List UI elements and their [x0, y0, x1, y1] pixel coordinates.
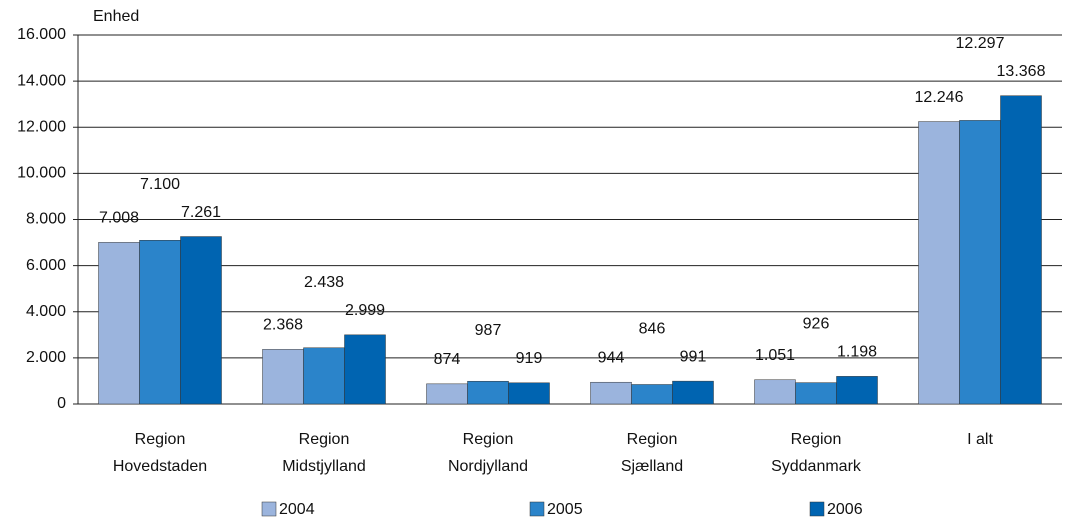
bar — [98, 242, 140, 405]
bar — [795, 382, 837, 405]
legend-swatch — [261, 501, 277, 517]
x-tick-label: Sjælland — [621, 458, 683, 475]
x-tick-label: Hovedstaden — [113, 458, 207, 475]
y-tick-label: 12.000 — [17, 118, 66, 135]
y-tick-label: 16.000 — [17, 26, 66, 43]
y-tick-label: 0 — [57, 395, 66, 412]
bar — [590, 381, 632, 405]
bar — [426, 383, 468, 405]
data-label: 7.008 — [99, 210, 139, 227]
x-tick-label: I alt — [967, 431, 993, 448]
x-tick-label: Syddanmark — [771, 458, 862, 475]
data-label: 944 — [598, 349, 625, 366]
legend-label: 2004 — [279, 501, 315, 518]
data-label: 12.297 — [956, 35, 1005, 52]
data-label: 2.368 — [263, 317, 303, 334]
legend-swatch — [529, 501, 545, 517]
x-tick-label: Region — [135, 431, 186, 448]
y-tick-label: 14.000 — [17, 72, 66, 89]
y-tick-label: 4.000 — [26, 303, 66, 320]
x-tick-label: Region — [627, 431, 678, 448]
bar — [631, 384, 673, 405]
bar — [303, 347, 345, 405]
data-label: 1.198 — [837, 344, 877, 361]
data-label: 874 — [434, 351, 461, 368]
x-tick-label: Region — [299, 431, 350, 448]
bar — [344, 334, 386, 405]
data-label: 7.100 — [140, 176, 180, 193]
data-label: 2.999 — [345, 302, 385, 319]
y-axis-label: Enhed — [93, 8, 139, 25]
legend-swatch — [809, 501, 825, 517]
y-tick-label: 10.000 — [17, 165, 66, 182]
bar — [672, 380, 714, 405]
bar — [1000, 95, 1042, 405]
y-tick-label: 2.000 — [26, 349, 66, 366]
data-label: 2.438 — [304, 274, 344, 291]
data-label: 987 — [475, 322, 502, 339]
bar — [508, 382, 550, 405]
x-tick-label: Midstjylland — [282, 458, 366, 475]
x-tick-label: Region — [463, 431, 514, 448]
bar — [139, 240, 181, 405]
bar — [262, 349, 304, 405]
data-label: 7.261 — [181, 204, 221, 221]
data-label: 1.051 — [755, 347, 795, 364]
bar — [467, 380, 509, 405]
data-label: 12.246 — [915, 89, 964, 106]
y-tick-label: 6.000 — [26, 257, 66, 274]
data-label: 846 — [639, 320, 666, 337]
x-tick-label: Region — [791, 431, 842, 448]
bar — [180, 236, 222, 405]
bar — [754, 379, 796, 405]
bar — [836, 376, 878, 405]
legend-label: 2005 — [547, 501, 583, 518]
data-label: 991 — [680, 348, 707, 365]
x-tick-label: Nordjylland — [448, 458, 528, 475]
bar — [959, 120, 1001, 405]
y-tick-label: 8.000 — [26, 211, 66, 228]
data-label: 926 — [803, 316, 830, 333]
legend-label: 2006 — [827, 501, 863, 518]
data-label: 13.368 — [997, 63, 1046, 80]
data-label: 919 — [516, 350, 543, 367]
bar — [918, 121, 960, 405]
